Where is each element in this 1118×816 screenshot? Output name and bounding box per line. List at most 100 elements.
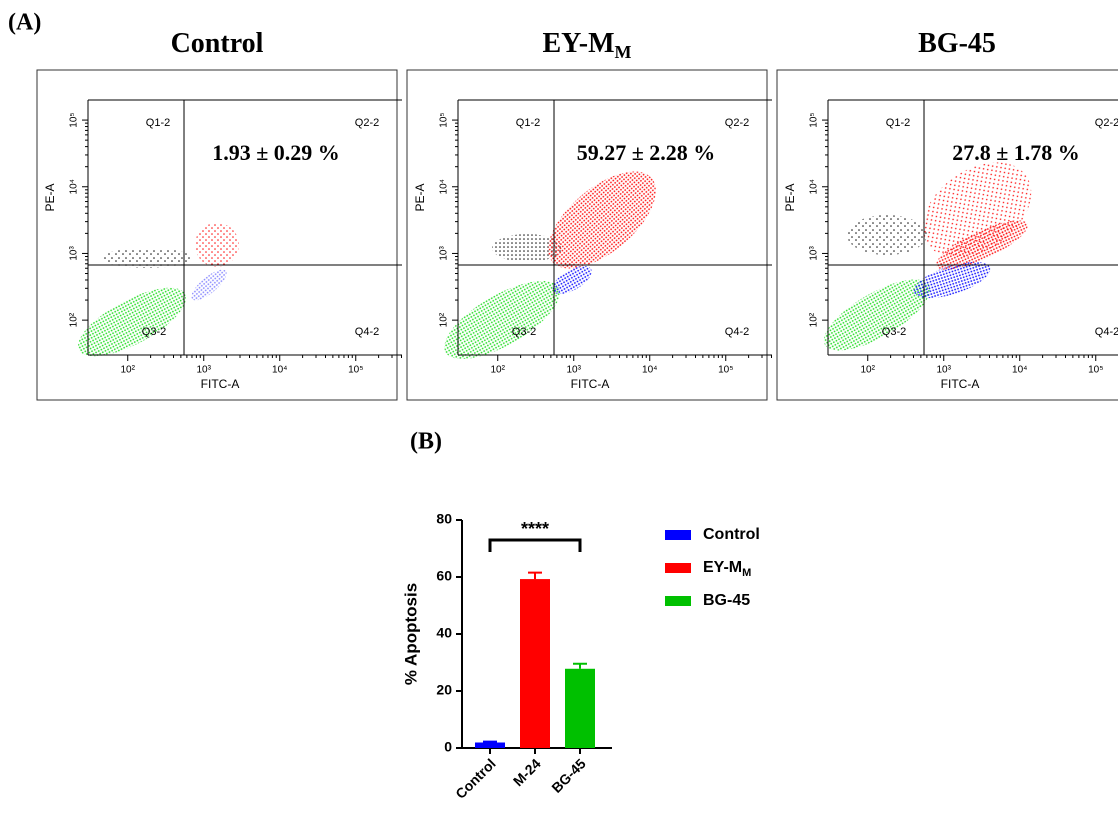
percent-annotation: 59.27 ± 2.28 % xyxy=(577,140,716,165)
y-tick-label: 0 xyxy=(444,739,452,755)
flow-panel: 10² 10³ 10⁴ 10⁵ 10² 10³ 10⁴ 10⁵ FITC-A PE-A Q1-2 Q2… xyxy=(36,69,402,401)
quadrant-label: Q1-2 xyxy=(886,117,910,129)
y-tick-label: 10⁵ xyxy=(809,112,820,127)
y-axis-label: PE-A xyxy=(413,183,427,211)
blue-dots xyxy=(191,269,227,301)
quadrant-label: Q2-2 xyxy=(355,117,379,129)
y-axis-label: PE-A xyxy=(783,183,797,211)
green-cloud xyxy=(823,279,931,351)
green-cloud xyxy=(444,280,560,360)
title-text: BG-45 xyxy=(918,28,996,59)
quadrant-label: Q4-2 xyxy=(355,326,379,338)
quadrant-label: Q2-2 xyxy=(725,117,749,129)
legend-swatch xyxy=(665,563,691,573)
x-tick-label: 10⁴ xyxy=(642,365,657,376)
quadrant-label: Q3-2 xyxy=(882,326,906,338)
panel-frame xyxy=(36,69,398,401)
x-tick-label: M-24 xyxy=(510,755,544,789)
x-tick-label: 10³ xyxy=(937,365,952,376)
x-axis-label: FITC-A xyxy=(571,377,610,391)
quadrant-label: Q1-2 xyxy=(516,117,540,129)
y-tick-label: 10² xyxy=(69,312,80,327)
bar xyxy=(520,579,550,748)
panel-title: Control xyxy=(171,28,264,59)
x-axis-label: FITC-A xyxy=(201,377,240,391)
red-cloud xyxy=(548,171,656,269)
panel-frame xyxy=(406,69,768,401)
percent-annotation: 1.93 ± 0.29 % xyxy=(212,140,340,165)
y-tick-label: 40 xyxy=(436,625,452,641)
x-tick-label: 10³ xyxy=(197,365,212,376)
y-tick-label: 10⁴ xyxy=(809,179,820,194)
x-tick-label: 10⁵ xyxy=(348,365,363,376)
title-text: EY-M xyxy=(542,28,614,59)
title-text: Control xyxy=(171,28,264,59)
x-axis-label: FITC-A xyxy=(941,377,980,391)
flow-panel: 10² 10³ 10⁴ 10⁵ 10² 10³ 10⁴ 10⁵ FITC-A PE-A Q1-2 Q2… xyxy=(406,69,772,401)
x-tick-label: 10⁵ xyxy=(718,365,733,376)
legend-text: Control xyxy=(703,526,760,543)
title-subscript: M xyxy=(615,42,632,62)
legend-swatch xyxy=(665,530,691,540)
x-tick-label: 10⁵ xyxy=(1088,365,1103,376)
legend-label: Control xyxy=(703,526,760,543)
legend-label: BG-45 xyxy=(703,592,750,609)
quadrant-label: Q1-2 xyxy=(146,117,170,129)
green-cloud xyxy=(78,287,186,357)
legend-swatch xyxy=(665,596,691,606)
panel-label: (A) xyxy=(8,10,41,36)
panel-title: BG-45 xyxy=(918,28,996,59)
black-dots xyxy=(847,215,927,255)
y-axis-label: PE-A xyxy=(43,183,57,211)
bar xyxy=(565,668,595,748)
quadrant-label: Q4-2 xyxy=(1095,326,1118,338)
x-tick-label: 10² xyxy=(491,365,506,376)
error-bar xyxy=(528,571,542,580)
legend-text: EY-M xyxy=(703,559,742,576)
y-tick-label: 10⁴ xyxy=(69,179,80,194)
black-dots xyxy=(102,248,192,268)
quadrant-label: Q3-2 xyxy=(512,326,536,338)
x-tick-label: 10³ xyxy=(567,365,582,376)
y-tick-label: 60 xyxy=(436,568,452,584)
y-tick-label: 80 xyxy=(436,511,452,527)
percent-annotation: 27.8 ± 1.78 % xyxy=(952,140,1080,165)
y-tick-label: 10² xyxy=(439,312,450,327)
legend-subscript: M xyxy=(742,567,751,579)
error-bar xyxy=(483,740,497,743)
y-tick-label: 10² xyxy=(809,312,820,327)
significance-bracket xyxy=(488,538,582,552)
x-tick-label: 10² xyxy=(121,365,136,376)
legend-text: BG-45 xyxy=(703,592,750,609)
y-axis-label: % Apoptosis xyxy=(401,583,420,685)
legend-label: EY-MM xyxy=(703,559,751,579)
red-cloud xyxy=(936,220,1028,270)
red-dots xyxy=(195,223,239,267)
panel-label: (B) xyxy=(410,429,442,455)
error-bar xyxy=(573,662,587,669)
y-tick-label: 10⁵ xyxy=(439,112,450,127)
x-tick-label: 10² xyxy=(861,365,876,376)
black-dots xyxy=(492,234,562,262)
x-tick-label: 10⁴ xyxy=(272,365,287,376)
y-tick-label: 10⁵ xyxy=(69,112,80,127)
x-tick-label: 10⁴ xyxy=(1012,365,1027,376)
quadrant-label: Q4-2 xyxy=(725,326,749,338)
y-tick-label: 10³ xyxy=(69,246,80,261)
x-tick-label: Control xyxy=(452,755,499,802)
y-tick-label: 10⁴ xyxy=(439,179,450,194)
quadrant-label: Q3-2 xyxy=(142,326,166,338)
blue-cloud xyxy=(913,261,991,299)
panel-title: EY-MM xyxy=(542,28,631,62)
y-tick-label: 20 xyxy=(436,682,452,698)
quadrant-label: Q2-2 xyxy=(1095,117,1118,129)
blue-cloud xyxy=(552,266,592,294)
flow-panel: 10² 10³ 10⁴ 10⁵ 10² 10³ 10⁴ 10⁵ FITC-A PE-A Q1-2 Q2… xyxy=(776,69,1118,401)
x-tick-label: BG-45 xyxy=(548,755,589,796)
bar xyxy=(475,742,505,748)
y-tick-label: 10³ xyxy=(439,246,450,261)
significance-label: **** xyxy=(521,519,549,539)
panel-frame xyxy=(776,69,1118,401)
